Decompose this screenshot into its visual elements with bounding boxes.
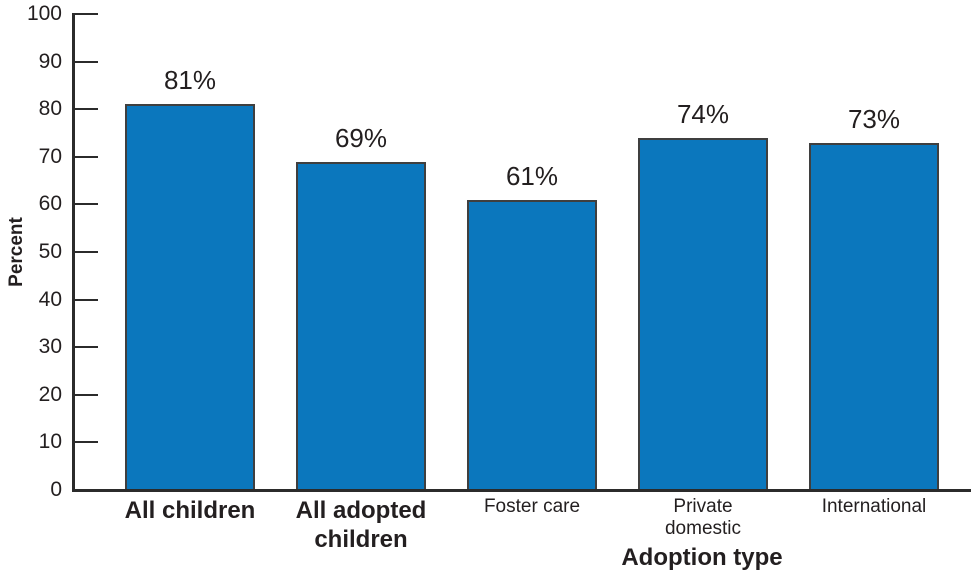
- category-label-line: Foster care: [483, 496, 581, 517]
- category-label-line: Private: [673, 496, 733, 517]
- category-label-line: All children: [124, 497, 256, 524]
- y-tick-label-20: 20: [38, 382, 62, 406]
- y-tick-mark-10: [74, 441, 98, 444]
- y-tick-mark-20: [74, 393, 98, 396]
- value-label-international: 73%: [847, 103, 901, 134]
- category-label-line: domestic: [664, 518, 742, 539]
- bar-international: [809, 142, 939, 492]
- x-axis-title: Adoption type: [621, 544, 783, 571]
- bar-all-children: [125, 104, 255, 492]
- y-tick-label-100: 100: [26, 2, 62, 25]
- category-label-line: children: [314, 526, 408, 553]
- y-axis-line: [72, 13, 75, 491]
- x-axis-line: [72, 489, 971, 492]
- category-label-all-adopted-children: All adopted children: [266, 496, 456, 554]
- y-tick-label-30: 30: [38, 335, 62, 359]
- y-tick-mark-90: [74, 60, 98, 63]
- bar-foster-care: [467, 199, 597, 492]
- bar-all-adopted-children: [296, 161, 426, 492]
- y-tick-label-0: 0: [50, 478, 62, 501]
- y-tick-mark-70: [74, 155, 98, 158]
- y-tick-label-90: 90: [38, 49, 62, 73]
- y-tick-label-40: 40: [38, 287, 62, 311]
- category-label-line: All adopted: [295, 497, 427, 524]
- y-tick-mark-80: [74, 108, 98, 111]
- y-tick-mark-100: [74, 13, 98, 15]
- y-tick-label-50: 50: [38, 240, 62, 263]
- value-label-private-domestic: 74%: [676, 98, 730, 129]
- value-label-all-children: 81%: [163, 65, 217, 96]
- category-label-all-children: All children: [95, 496, 285, 525]
- value-label-all-adopted-children: 69%: [334, 122, 388, 153]
- category-label-private-domestic: Private domestic: [608, 496, 798, 540]
- y-tick-mark-60: [74, 203, 98, 206]
- y-tick-label-80: 80: [38, 97, 62, 121]
- y-tick-mark-40: [74, 298, 98, 301]
- bar-private-domestic: [638, 137, 768, 492]
- y-tick-label-70: 70: [38, 144, 62, 168]
- category-label-international: International: [779, 496, 969, 518]
- y-tick-mark-50: [74, 251, 98, 253]
- category-label-foster-care: Foster care: [437, 496, 627, 518]
- y-tick-label-10: 10: [38, 430, 62, 454]
- category-label-line: International: [821, 496, 927, 517]
- y-tick-label-60: 60: [38, 192, 62, 216]
- y-axis-title: Percent: [6, 217, 27, 287]
- value-label-foster-care: 61%: [505, 160, 559, 191]
- y-tick-mark-30: [74, 346, 98, 349]
